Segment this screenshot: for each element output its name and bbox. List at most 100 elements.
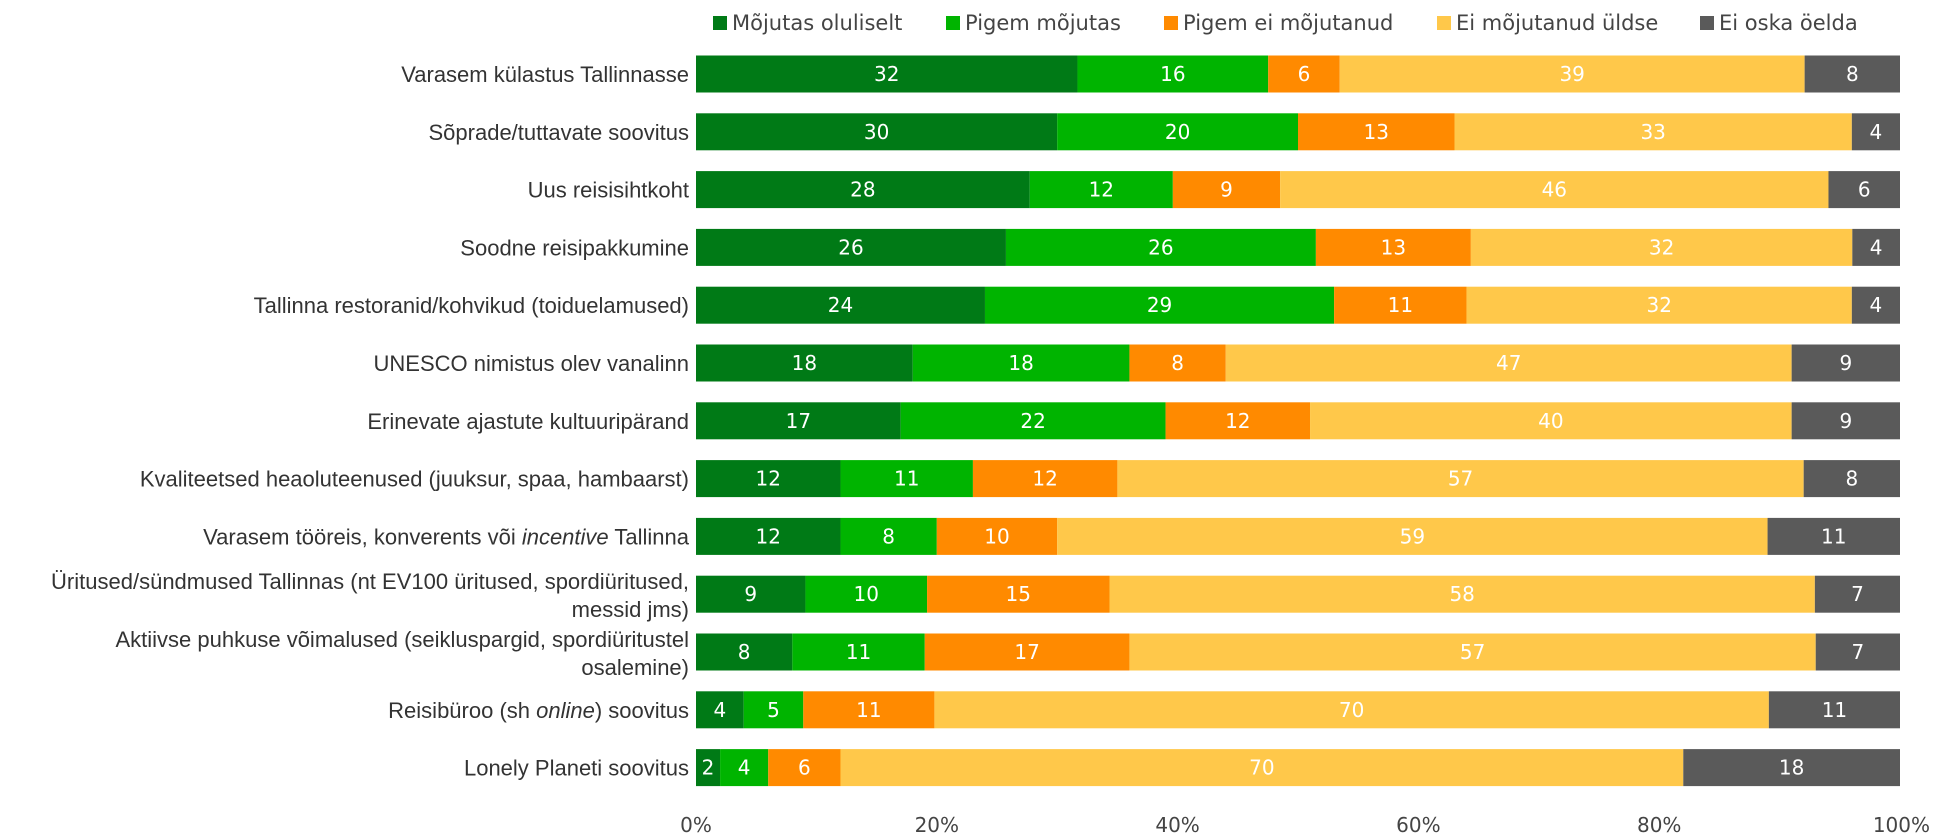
category-label-part: ) soovitus [595, 698, 689, 723]
bar-value-label: 13 [1381, 235, 1406, 259]
bar-value-label: 7 [1851, 582, 1864, 606]
bar-value-label: 9 [1839, 351, 1852, 375]
bar-value-label: 8 [882, 524, 895, 548]
legend-swatch [1437, 16, 1451, 30]
legend-swatch [1164, 16, 1178, 30]
bar-value-label: 4 [1870, 120, 1883, 144]
bar-value-label: 4 [713, 698, 726, 722]
bar-segment [1029, 171, 1173, 209]
bar-segment [696, 344, 913, 382]
bar-value-label: 29 [1147, 293, 1172, 317]
category-label-part: incentive [522, 524, 609, 549]
bar-segment [792, 633, 925, 671]
bar-segment [1005, 228, 1316, 266]
bar-segment [1767, 517, 1900, 555]
bar-value-label: 32 [1649, 235, 1674, 259]
legend-label: Mõjutas oluliselt [732, 11, 902, 35]
bar-segment [912, 344, 1130, 382]
bar-segment [984, 286, 1335, 324]
bar-segment [1804, 55, 1900, 93]
bar-value-label: 18 [792, 351, 817, 375]
bar-segment [1470, 228, 1853, 266]
bar-segment [1280, 171, 1829, 209]
category-label-part: Tallinna [609, 524, 690, 549]
bar-segment [1339, 55, 1805, 93]
category-label-part: online [536, 698, 595, 723]
category-label-part: Tallinna restoranid/kohvikud (toiduelamu… [254, 293, 689, 318]
bar-value-label: 11 [846, 640, 871, 664]
bar-value-label: 70 [1249, 756, 1274, 780]
bar-value-label: 58 [1449, 582, 1474, 606]
category-label: Erinevate ajastute kultuuripärand [367, 409, 689, 434]
bar-segment [1225, 344, 1792, 382]
bar-value-label: 20 [1165, 120, 1190, 144]
bar-value-label: 28 [850, 178, 875, 202]
category-label: Varasem külastus Tallinnasse [401, 62, 689, 87]
category-label-part: Sõprade/tuttavate soovitus [429, 120, 690, 145]
category-label: Lonely Planeti soovitus [464, 756, 689, 781]
category-label-part: Varasem külastus Tallinnasse [401, 62, 689, 87]
legend-label: Ei mõjutanud üldse [1456, 11, 1658, 35]
bar-segment [768, 749, 841, 787]
category-label: Sõprade/tuttavate soovitus [429, 120, 690, 145]
bar-segment [1315, 228, 1471, 266]
bar-segment [1791, 344, 1900, 382]
legend-label: Ei oska öelda [1719, 11, 1858, 35]
bar-value-label: 4 [738, 756, 751, 780]
category-label: Üritused/sündmused Tallinnas (nt EV100 ü… [51, 569, 689, 594]
x-tick-label: 80% [1637, 813, 1681, 837]
bar-segment [1057, 113, 1298, 151]
legend-label: Pigem mõjutas [965, 11, 1121, 35]
bar-segment [1077, 55, 1269, 93]
bar-value-label: 9 [1839, 409, 1852, 433]
bar-value-label: 6 [1858, 178, 1871, 202]
bar-segment [696, 691, 744, 729]
bar-segment [1165, 402, 1311, 440]
bar-segment [720, 749, 769, 787]
bar-value-label: 12 [756, 467, 781, 491]
bar-value-label: 22 [1020, 409, 1045, 433]
bar-segment [1298, 113, 1455, 151]
bar-value-label: 26 [1148, 235, 1173, 259]
category-labels: Varasem külastus Tallinnasse Sõprade/tutt… [51, 62, 690, 781]
bar-segment [840, 517, 937, 555]
bar-segment [1466, 286, 1852, 324]
bar-segment [924, 633, 1130, 671]
bar-value-label: 8 [1846, 62, 1859, 86]
legend-label: Pigem ei mõjutanud [1183, 11, 1393, 35]
x-axis: 0% 20% 40% 60% 80% 100% [680, 813, 1930, 837]
bar-value-label: 59 [1400, 524, 1425, 548]
bar-segment [696, 402, 901, 440]
bar-value-label: 9 [1220, 178, 1233, 202]
bar-segment [696, 55, 1078, 93]
bar-value-label: 7 [1851, 640, 1864, 664]
category-label: osalemine) [581, 655, 689, 680]
bar-value-label: 57 [1460, 640, 1485, 664]
bar-segment [900, 402, 1166, 440]
category-label-part: Lonely Planeti soovitus [464, 756, 689, 781]
bar-segment [1057, 517, 1768, 555]
bar-value-label: 18 [1008, 351, 1033, 375]
x-tick-label: 20% [915, 813, 959, 837]
bar-value-label: 17 [786, 409, 811, 433]
bar-segment [1851, 286, 1900, 324]
category-label-part: Uus reisisihtkoht [528, 178, 689, 203]
category-label: Kvaliteetsed heaoluteenused (juuksur, sp… [140, 467, 689, 492]
bar-segment [1768, 691, 1900, 729]
bar-value-label: 10 [854, 582, 879, 606]
bar-segment [803, 691, 935, 729]
bar-value-label: 8 [738, 640, 751, 664]
bar-segment [1109, 575, 1815, 613]
bar-value-label: 12 [1089, 178, 1114, 202]
bar-value-label: 32 [1646, 293, 1671, 317]
legend-swatch [946, 16, 960, 30]
x-tick-label: 100% [1873, 813, 1930, 837]
bar-value-label: 11 [1821, 524, 1846, 548]
bar-segment [1334, 286, 1467, 324]
bar-value-label: 40 [1538, 409, 1563, 433]
category-label-part: UNESCO nimistus olev vanalinn [374, 351, 689, 376]
bar-segment [1268, 55, 1340, 93]
bar-segment [934, 691, 1769, 729]
category-label: Uus reisisihtkoht [528, 178, 689, 203]
